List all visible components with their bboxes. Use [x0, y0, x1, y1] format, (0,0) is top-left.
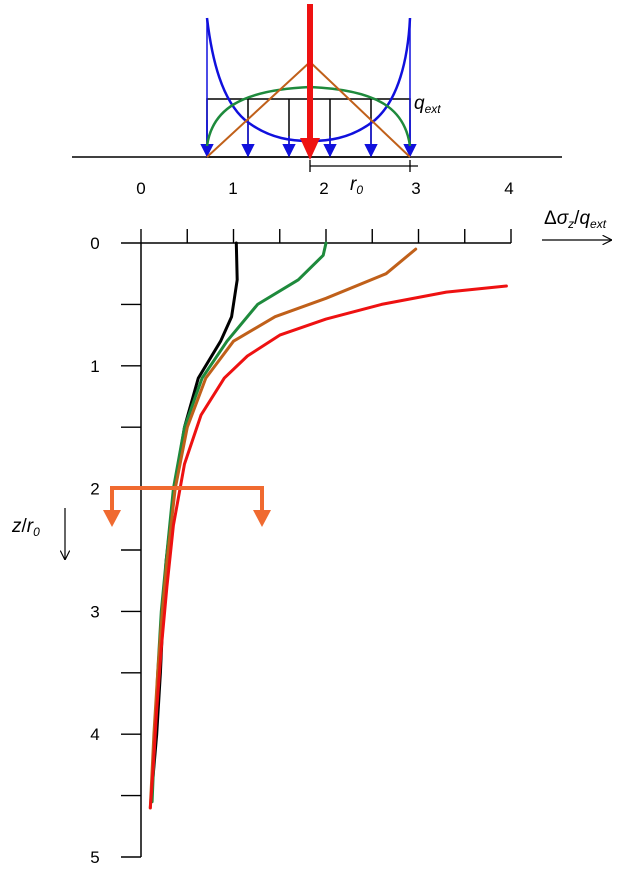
y-tick-label-4: 4 [90, 725, 99, 744]
radius-symbol: r0 [350, 174, 363, 197]
stress-depth-chart: 0 1 2 3 4 5 Δσz/qext z/r0 [11, 208, 612, 867]
load-schematic: r0 qext 0 1 2 3 4 [72, 4, 562, 198]
radius-dimension [309, 160, 418, 172]
load-label: qext [414, 93, 441, 116]
series-line-brown [148, 247, 418, 810]
load-tick-4: 4 [504, 179, 513, 198]
y-tick-label-5: 5 [90, 848, 99, 867]
series-group [148, 241, 508, 810]
x-axis-ticks [140, 229, 512, 243]
load-tick-3: 3 [411, 179, 420, 198]
load-tick-1: 1 [228, 179, 237, 198]
load-scale-ticks: 0 1 2 3 4 [136, 179, 513, 198]
x-axis-title: Δσz/qext [544, 208, 607, 231]
point-load-arrow [300, 4, 320, 160]
y-tick-label-3: 3 [90, 602, 99, 621]
y-axis-title: z/r0 [11, 516, 40, 539]
load-tick-0: 0 [136, 179, 145, 198]
y-tick-label-0: 0 [90, 234, 99, 253]
series-line-black [151, 241, 239, 779]
y-axis-ticks: 0 1 2 3 4 5 [90, 234, 141, 867]
load-spread-arrow [103, 486, 271, 527]
y-tick-label-2: 2 [90, 480, 99, 499]
load-tick-2: 2 [319, 179, 328, 198]
pressure-arrows [200, 120, 417, 158]
series-line-red [148, 284, 508, 810]
y-tick-label-1: 1 [90, 357, 99, 376]
